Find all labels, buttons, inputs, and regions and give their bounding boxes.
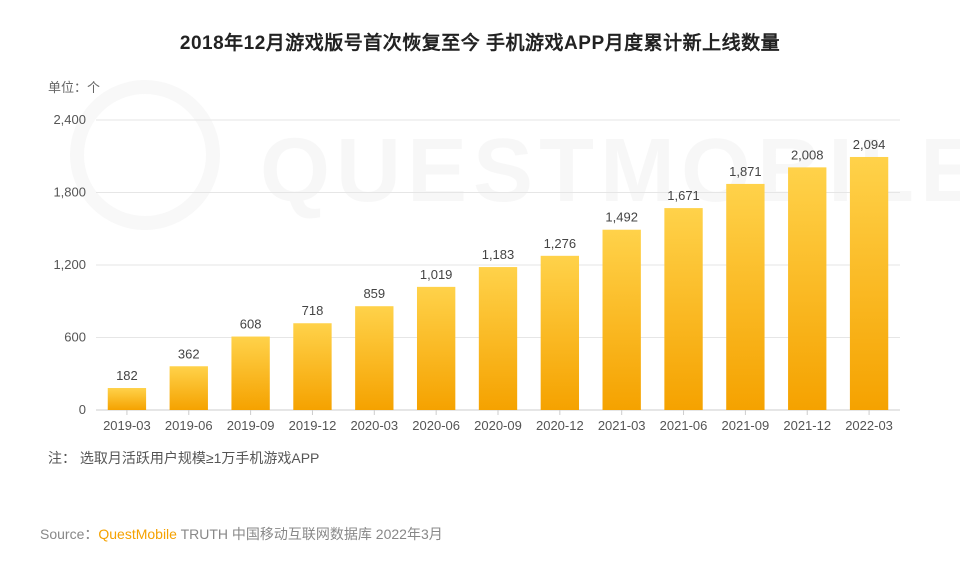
bar bbox=[355, 306, 393, 410]
bar bbox=[231, 337, 269, 410]
x-tick-label: 2021-03 bbox=[598, 418, 646, 433]
y-tick-label: 1,200 bbox=[53, 257, 86, 272]
x-tick-label: 2021-06 bbox=[660, 418, 708, 433]
bar bbox=[417, 287, 455, 410]
bar-value-label: 718 bbox=[302, 303, 324, 318]
x-tick-label: 2019-12 bbox=[289, 418, 337, 433]
x-tick-label: 2020-06 bbox=[412, 418, 460, 433]
bar-value-label: 1,871 bbox=[729, 164, 762, 179]
chart-note: 注： 选取月活跃用户规模≥1万手机游戏APP bbox=[48, 448, 920, 468]
x-tick-label: 2022-03 bbox=[845, 418, 893, 433]
bar-value-label: 1,276 bbox=[544, 236, 577, 251]
bar bbox=[850, 157, 888, 410]
x-tick-label: 2021-09 bbox=[722, 418, 770, 433]
bar-value-label: 362 bbox=[178, 346, 200, 361]
bar bbox=[726, 184, 764, 410]
bar-value-label: 1,492 bbox=[605, 210, 638, 225]
x-tick-label: 2020-12 bbox=[536, 418, 584, 433]
bar bbox=[108, 388, 146, 410]
y-tick-label: 2,400 bbox=[53, 112, 86, 127]
x-tick-label: 2019-09 bbox=[227, 418, 275, 433]
bar bbox=[479, 267, 517, 410]
bar-value-label: 2,008 bbox=[791, 147, 824, 162]
bar bbox=[664, 208, 702, 410]
x-tick-label: 2019-06 bbox=[165, 418, 213, 433]
source-rest: TRUTH 中国移动互联网数据库 2022年3月 bbox=[177, 526, 443, 542]
chart-title: 2018年12月游戏版号首次恢复至今 手机游戏APP月度累计新上线数量 bbox=[40, 28, 920, 55]
bar bbox=[541, 256, 579, 410]
unit-label: 单位：个 bbox=[48, 77, 920, 96]
bar bbox=[788, 167, 826, 410]
chart-container: 0 600 1,200 1,800 2,400 182 362 608 718 859 1,019 1… bbox=[40, 102, 920, 442]
bar-chart: 0 600 1,200 1,800 2,400 182 362 608 718 859 1,019 1… bbox=[40, 102, 910, 442]
y-tick-label: 600 bbox=[64, 330, 86, 345]
bar-value-label: 1,671 bbox=[667, 188, 700, 203]
x-tick-label: 2020-09 bbox=[474, 418, 522, 433]
y-tick-label: 1,800 bbox=[53, 185, 86, 200]
bar-value-label: 1,019 bbox=[420, 267, 453, 282]
bar bbox=[603, 230, 641, 410]
bar-value-label: 2,094 bbox=[853, 137, 886, 152]
x-tick-label: 2019-03 bbox=[103, 418, 151, 433]
bars-group bbox=[108, 157, 888, 410]
bar bbox=[293, 323, 331, 410]
x-tick-label: 2021-12 bbox=[783, 418, 831, 433]
source-brand: QuestMobile bbox=[98, 526, 177, 542]
bar-value-label: 859 bbox=[363, 286, 385, 301]
bar bbox=[170, 366, 208, 410]
bar-value-label: 1,183 bbox=[482, 247, 515, 262]
bar-value-label: 182 bbox=[116, 368, 138, 383]
y-tick-label: 0 bbox=[79, 402, 86, 417]
source-prefix: Source： bbox=[40, 526, 98, 542]
x-tick-label: 2020-03 bbox=[350, 418, 398, 433]
source-line: Source：QuestMobile TRUTH 中国移动互联网数据库 2022… bbox=[40, 524, 443, 544]
bar-value-label: 608 bbox=[240, 317, 262, 332]
